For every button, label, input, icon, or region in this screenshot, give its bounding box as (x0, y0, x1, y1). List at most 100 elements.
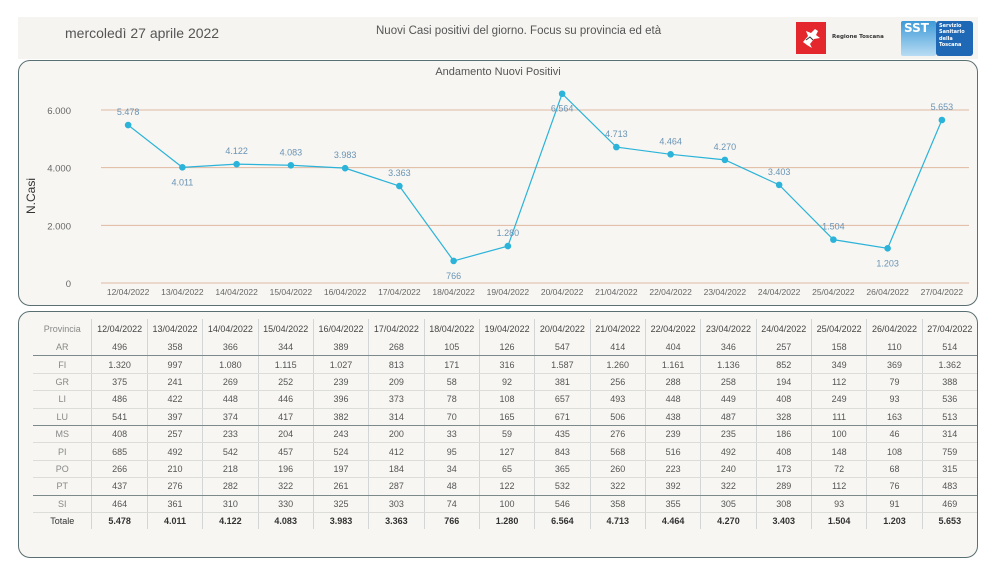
cases-cell: 568 (589, 442, 646, 461)
total-cell: 1.280 (478, 512, 535, 530)
cases-cell: 210 (146, 460, 203, 479)
sst-logo-text: SST (904, 21, 929, 35)
x-tick-label: 12/04/2022 (107, 287, 150, 297)
cases-cell: 65 (478, 460, 535, 479)
data-label: 6.564 (551, 104, 574, 114)
data-point (124, 121, 132, 129)
cases-cell: 108 (866, 442, 923, 461)
cases-cell: 303 (368, 495, 425, 513)
cases-cell: 532 (534, 477, 591, 496)
cases-cell: 389 (312, 339, 369, 357)
table-row: PI 685 492 542 457 524 412 95 127 843 568 516 492 408… (33, 442, 977, 461)
series-line (127, 92, 943, 262)
cases-cell: 322 (589, 477, 646, 496)
cases-cell: 92 (478, 373, 535, 392)
data-point (287, 161, 295, 169)
column-header-date: 18/04/2022 (423, 319, 480, 339)
data-label: 1.280 (497, 228, 520, 238)
province-cell: SI (33, 495, 92, 513)
cases-cell: 93 (810, 495, 867, 513)
y-tick-label: 6.000 (47, 106, 71, 117)
cases-cell: 58 (423, 373, 480, 392)
cases-cell: 257 (755, 339, 812, 357)
cases-cell: 122 (478, 477, 535, 496)
column-header-date: 20/04/2022 (534, 319, 591, 339)
cases-cell: 111 (810, 408, 867, 426)
x-tick-label: 26/04/2022 (866, 287, 909, 297)
total-cell: 1.504 (810, 512, 867, 530)
table-panel: Provincia 12/04/2022 13/04/2022 14/04/2022 1… (18, 311, 978, 558)
cases-cell: 108 (478, 390, 535, 409)
cases-cell: 74 (423, 495, 480, 513)
regione-toscana-logo-icon (796, 22, 826, 54)
cases-cell: 260 (589, 460, 646, 479)
data-point (613, 143, 620, 151)
cases-cell: 759 (921, 442, 977, 461)
cases-cell: 196 (257, 460, 314, 479)
cases-cell: 513 (921, 408, 977, 426)
data-label: 4.270 (714, 142, 737, 152)
cases-cell: 310 (202, 495, 259, 513)
cases-cell: 186 (755, 425, 812, 444)
total-cell: 4.083 (257, 512, 314, 530)
cases-cell: 1.587 (534, 355, 591, 374)
cases-cell: 148 (810, 442, 867, 461)
cases-cell: 369 (866, 355, 923, 374)
cases-cell: 112 (810, 477, 867, 496)
cases-cell: 126 (478, 339, 535, 357)
chart-title: Andamento Nuovi Positivi (435, 66, 561, 78)
total-cell: 4.464 (644, 512, 701, 530)
cases-cell: 381 (534, 373, 591, 392)
cases-cell: 492 (146, 442, 203, 461)
cases-cell: 547 (534, 339, 591, 357)
cases-cell: 448 (202, 390, 259, 409)
cases-cell: 76 (866, 477, 923, 496)
cases-cell: 241 (146, 373, 203, 392)
cases-cell: 314 (368, 408, 425, 426)
cases-cell: 235 (700, 425, 757, 444)
cases-cell: 100 (478, 495, 535, 513)
province-cell: PI (33, 442, 92, 461)
cases-cell: 408 (755, 442, 812, 461)
table-row: LI 486 422 448 446 396 373 78 108 657 493 448 449 408… (33, 390, 977, 409)
cases-cell: 276 (589, 425, 646, 444)
cases-cell: 79 (866, 373, 923, 392)
cases-cell: 322 (700, 477, 757, 496)
cases-cell: 1.136 (700, 355, 757, 374)
data-label: 1.504 (822, 222, 845, 232)
cases-cell: 261 (312, 477, 369, 496)
cases-cell: 197 (312, 460, 369, 479)
province-cell: MS (33, 425, 92, 444)
report-title: Nuovi Casi positivi del giorno. Focus su… (376, 25, 662, 37)
data-point (233, 160, 240, 168)
cases-cell: 314 (921, 425, 977, 444)
y-tick-label: 4.000 (47, 164, 71, 175)
x-tick-label: 16/04/2022 (324, 287, 367, 297)
column-header-date: 22/04/2022 (644, 319, 701, 339)
cases-cell: 997 (146, 355, 203, 374)
cases-cell: 486 (91, 390, 148, 409)
x-tick-label: 24/04/2022 (758, 287, 801, 297)
cases-cell: 288 (644, 373, 701, 392)
total-cell: 4.122 (202, 512, 259, 530)
cases-cell: 404 (644, 339, 701, 357)
sst-logo-icon: SST (901, 21, 936, 56)
total-cell: 3.403 (755, 512, 812, 530)
cases-cell: 252 (257, 373, 314, 392)
table-row: PO 266 210 218 196 197 184 34 65 365 260 223 240 173 7… (33, 460, 977, 479)
data-point (341, 164, 349, 172)
data-label: 4.464 (659, 136, 682, 146)
cases-cell: 68 (866, 460, 923, 479)
cases-cell: 496 (91, 339, 148, 357)
cases-cell: 464 (91, 495, 148, 513)
cases-cell: 514 (921, 339, 977, 357)
ssn-line: Servizio (939, 23, 962, 29)
cases-cell: 48 (423, 477, 480, 496)
cases-cell: 209 (368, 373, 425, 392)
column-header-provincia: Provincia (43, 324, 81, 334)
cases-cell: 506 (589, 408, 646, 426)
data-point (179, 164, 186, 171)
x-tick-label: 17/04/2022 (378, 287, 421, 297)
ssn-line: Toscana (939, 41, 962, 48)
cases-cell: 408 (755, 390, 812, 409)
